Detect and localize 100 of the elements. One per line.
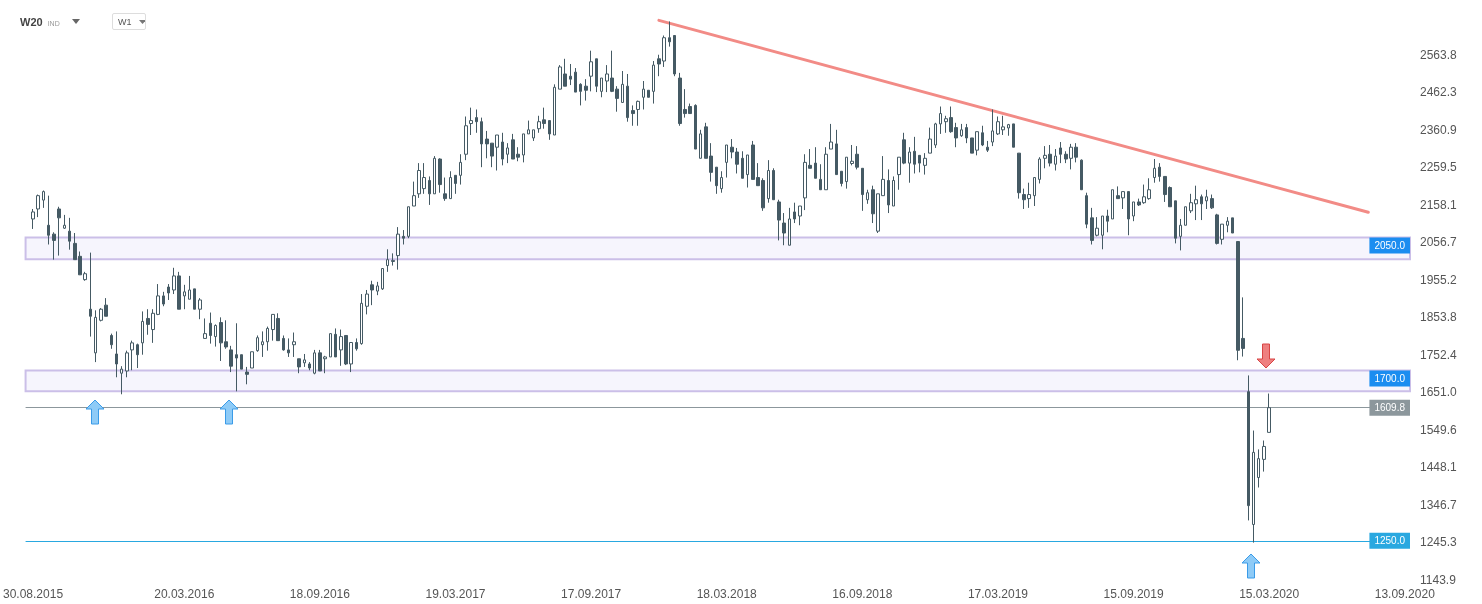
candlestick xyxy=(130,340,134,371)
candlestick xyxy=(699,129,702,159)
candlestick xyxy=(1231,217,1234,234)
candlestick xyxy=(136,343,139,369)
x-tick-label: 18.09.2016 xyxy=(289,587,351,601)
candlestick xyxy=(1267,393,1271,433)
y-tick-label: 1448.1 xyxy=(1420,460,1458,475)
candlestick xyxy=(861,167,864,212)
y-tick-label: 1549.6 xyxy=(1420,422,1458,437)
candlestick xyxy=(256,334,259,353)
y-tick-label: 1143.9 xyxy=(1420,573,1457,587)
candlestick xyxy=(1262,440,1266,473)
candlestick xyxy=(1205,189,1208,210)
candlestick xyxy=(579,82,582,106)
candlestick xyxy=(438,157,442,194)
candlestick xyxy=(469,107,473,136)
candlestick xyxy=(741,150,744,179)
y-tick-label: 1651.0 xyxy=(1420,385,1458,400)
candlestick xyxy=(600,77,603,98)
candlestick xyxy=(203,317,207,339)
candlestick xyxy=(1059,141,1062,164)
x-tick-label: 30.08.2015 xyxy=(3,587,64,601)
annotation: W1 xyxy=(118,16,132,27)
x-tick-label: 16.09.2018 xyxy=(832,587,893,601)
candlestick xyxy=(31,208,35,230)
candlestick xyxy=(1226,216,1229,233)
candlestick xyxy=(240,354,243,370)
candlestick xyxy=(396,226,400,271)
candlestick xyxy=(443,177,447,202)
candlestick xyxy=(433,155,436,195)
candlestick xyxy=(57,206,61,257)
candlestick xyxy=(36,194,40,218)
candlestick xyxy=(746,154,749,189)
candlestick xyxy=(454,174,457,195)
candlestick xyxy=(642,80,645,110)
candlestick xyxy=(89,252,92,338)
candlestick xyxy=(829,123,833,150)
candlestick xyxy=(266,326,269,352)
y-tick-label: 1853.8 xyxy=(1420,310,1458,325)
y-tick-label: 1346.7 xyxy=(1420,497,1458,512)
candlestick xyxy=(1153,158,1156,184)
x-tick-label: 15.03.2020 xyxy=(1239,587,1300,601)
candlestick xyxy=(1085,192,1088,229)
candlestick xyxy=(866,189,869,205)
y-tick-label: 2462.3 xyxy=(1420,85,1458,100)
candlestick xyxy=(209,312,212,345)
y-tick-label: 2563.8 xyxy=(1420,47,1458,62)
candlestick xyxy=(928,127,932,154)
candlestick xyxy=(376,281,379,296)
candlestick xyxy=(1132,201,1135,222)
text: W20 xyxy=(20,16,43,28)
candlestick xyxy=(1184,206,1187,226)
candlestick xyxy=(1127,191,1130,236)
candlestick xyxy=(245,366,249,385)
candlestick xyxy=(1017,152,1021,200)
candlestick xyxy=(229,345,233,373)
candlestick xyxy=(908,146,911,184)
x-tick-label: 18.03.2018 xyxy=(696,587,758,601)
candlestick xyxy=(1252,430,1255,544)
candlestick xyxy=(475,108,478,134)
candlestick xyxy=(621,70,624,103)
candlestick xyxy=(584,78,588,102)
y-tick-label: 1955.2 xyxy=(1420,272,1458,287)
candlestick xyxy=(355,337,358,352)
candlestick xyxy=(1158,162,1161,183)
candlestick xyxy=(115,330,118,378)
candlestick xyxy=(725,144,728,179)
y-tick-label: 2360.9 xyxy=(1420,122,1458,137)
candlestick xyxy=(391,252,395,267)
candlestick xyxy=(370,280,374,306)
candlestick xyxy=(767,159,770,204)
candlestick xyxy=(381,268,384,291)
candlestick xyxy=(303,353,306,368)
candlestick xyxy=(428,175,431,206)
candlestick xyxy=(522,133,525,163)
candlestick xyxy=(845,156,848,190)
candlestick xyxy=(918,154,921,173)
candlestick xyxy=(965,123,968,144)
x-tick-label: 19.03.2017 xyxy=(425,587,486,601)
ref-line-label: 1250.0 xyxy=(1374,535,1406,547)
candlestick xyxy=(459,153,462,186)
candlestick xyxy=(532,129,535,142)
candlestick xyxy=(94,309,97,363)
candlestick xyxy=(1054,148,1057,172)
candlestick xyxy=(1111,189,1114,220)
candlestick xyxy=(1012,123,1015,148)
candlestick xyxy=(991,108,994,147)
candlestick xyxy=(1080,158,1083,191)
candlestick xyxy=(819,163,822,191)
candlestick xyxy=(715,166,718,195)
x-tick-label: 17.09.2017 xyxy=(561,587,622,601)
candlestick xyxy=(1007,123,1010,137)
x-tick-label: 15.09.2019 xyxy=(1103,587,1164,601)
candlestick xyxy=(569,63,572,86)
candlestick xyxy=(287,337,290,358)
candlestick xyxy=(652,60,655,105)
candlestick xyxy=(501,132,504,166)
candlestick xyxy=(308,361,311,371)
candlestick xyxy=(125,350,129,378)
candlestick xyxy=(188,275,191,300)
